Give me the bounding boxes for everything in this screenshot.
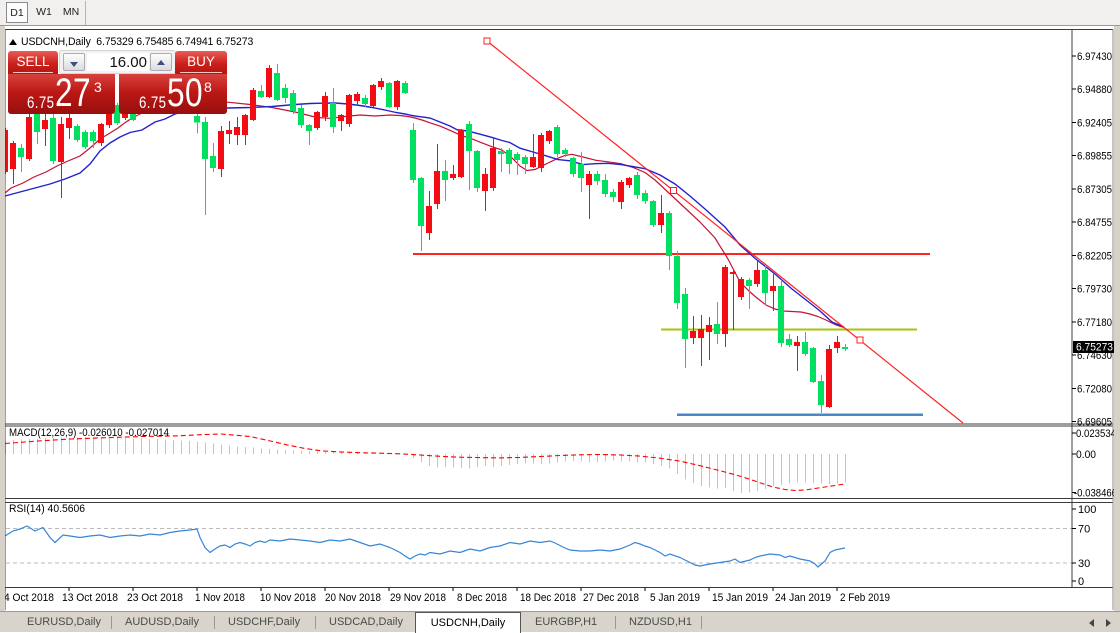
svg-text:6.72080: 6.72080: [1077, 383, 1112, 395]
svg-text:6.79730: 6.79730: [1077, 284, 1112, 296]
svg-text:6.94880: 6.94880: [1077, 84, 1112, 96]
svg-text:6.92405: 6.92405: [1077, 117, 1112, 129]
svg-text:18 Dec 2018: 18 Dec 2018: [520, 592, 576, 604]
svg-text:8 Dec 2018: 8 Dec 2018: [457, 592, 507, 604]
svg-text:23 Oct 2018: 23 Oct 2018: [127, 592, 183, 604]
svg-text:6.75273: 6.75273: [1076, 342, 1113, 354]
svg-text:1 Nov 2018: 1 Nov 2018: [195, 592, 245, 604]
svg-text:4 Oct 2018: 4 Oct 2018: [4, 592, 54, 604]
svg-text:6.82205: 6.82205: [1077, 250, 1112, 262]
svg-text:5 Jan 2019: 5 Jan 2019: [650, 592, 700, 604]
svg-text:6.87305: 6.87305: [1077, 184, 1112, 196]
svg-text:6.77180: 6.77180: [1077, 317, 1112, 329]
svg-text:15 Jan 2019: 15 Jan 2019: [712, 592, 768, 604]
svg-text:13 Oct 2018: 13 Oct 2018: [62, 592, 118, 604]
svg-text:0: 0: [1078, 576, 1084, 588]
svg-text:RSI(14) 40.5606: RSI(14) 40.5606: [9, 503, 85, 515]
svg-text:6.84755: 6.84755: [1077, 217, 1112, 229]
svg-text:6.69605: 6.69605: [1077, 417, 1112, 429]
svg-text:24 Jan 2019: 24 Jan 2019: [775, 592, 831, 604]
svg-text:6.97430: 6.97430: [1077, 51, 1112, 63]
svg-text:-0.038466: -0.038466: [1074, 488, 1117, 500]
svg-text:30: 30: [1078, 558, 1090, 570]
svg-text:2 Feb 2019: 2 Feb 2019: [840, 592, 890, 604]
svg-text:6.89855: 6.89855: [1077, 151, 1112, 163]
svg-text:0.023534: 0.023534: [1076, 428, 1116, 440]
svg-text:27 Dec 2018: 27 Dec 2018: [583, 592, 639, 604]
svg-text:0.00: 0.00: [1076, 449, 1096, 461]
svg-text:29 Nov 2018: 29 Nov 2018: [390, 592, 446, 604]
svg-text:100: 100: [1078, 504, 1096, 516]
svg-text:70: 70: [1078, 524, 1090, 536]
svg-text:20 Nov 2018: 20 Nov 2018: [325, 592, 381, 604]
svg-text:MACD(12,26,9) -0.026010 -0.027: MACD(12,26,9) -0.026010 -0.027014: [9, 427, 169, 439]
svg-text:10 Nov 2018: 10 Nov 2018: [260, 592, 316, 604]
svg-text:6.74630: 6.74630: [1077, 350, 1112, 362]
